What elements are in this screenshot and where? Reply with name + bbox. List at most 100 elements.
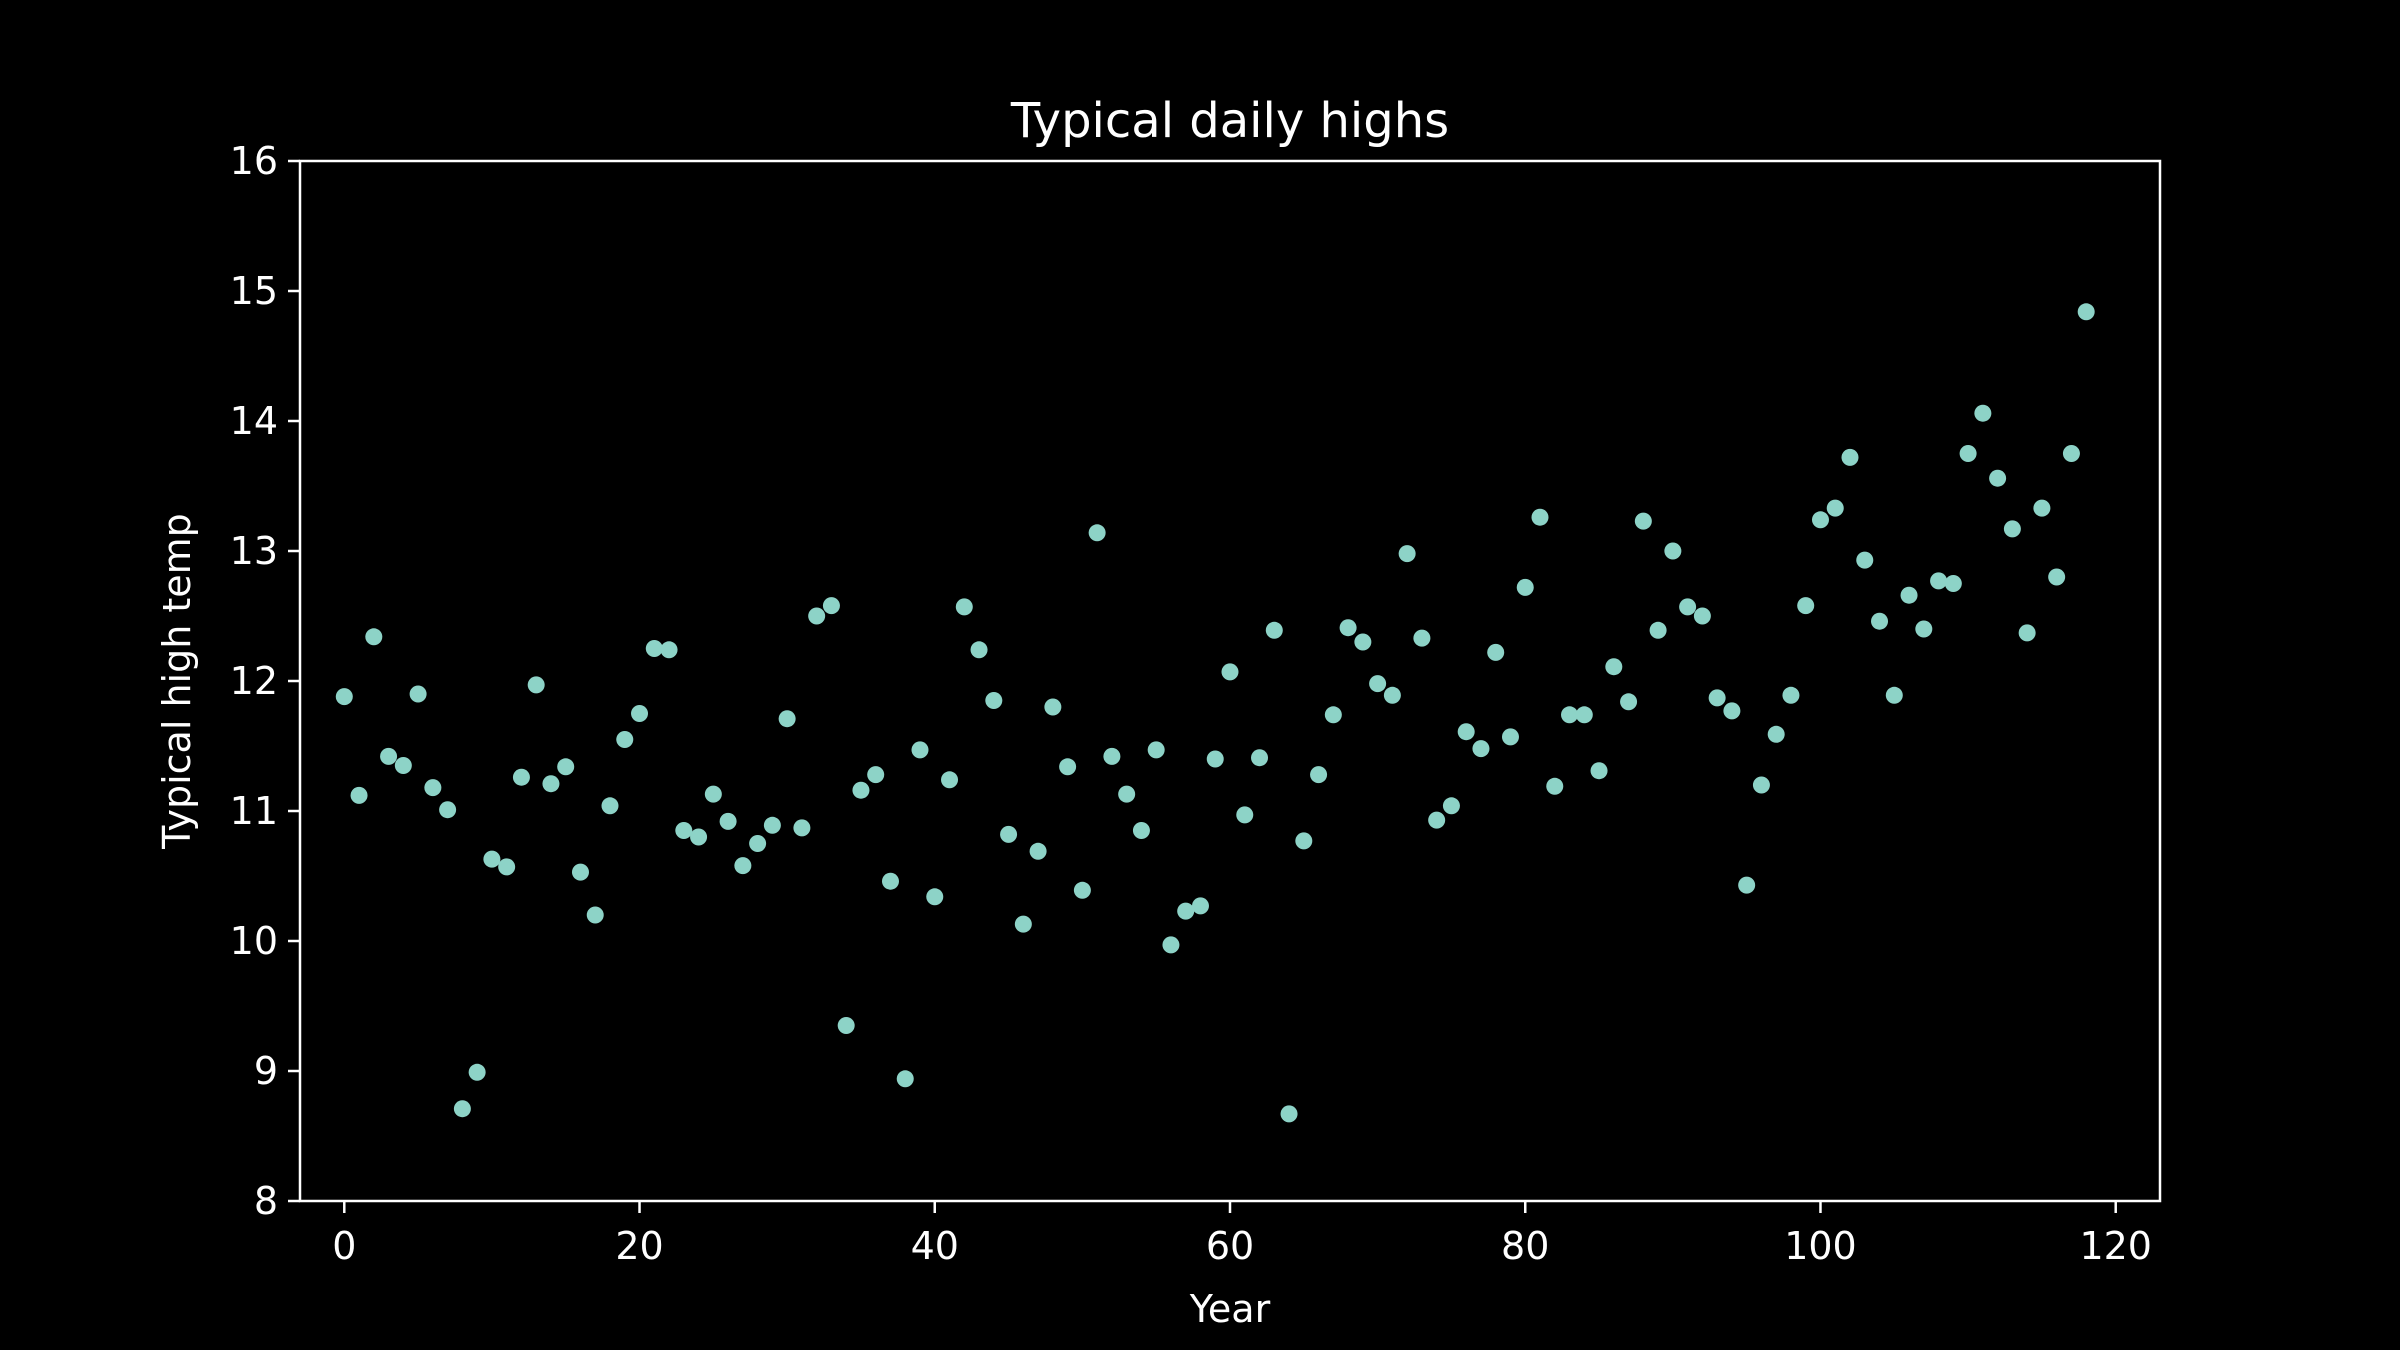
data-point [2062, 445, 2080, 462]
data-point [719, 812, 737, 830]
data-point [1324, 706, 1342, 724]
data-point [1856, 551, 1874, 569]
data-point [970, 641, 988, 659]
data-point [867, 766, 885, 784]
y-tick-label: 15 [230, 269, 278, 313]
data-point [1280, 1105, 1298, 1123]
y-tick-label: 14 [230, 399, 278, 443]
data-point [1782, 686, 1800, 704]
data-point [542, 775, 560, 793]
data-point [2003, 520, 2021, 538]
data-point [690, 828, 708, 846]
data-point [1147, 741, 1165, 759]
data-point [778, 710, 796, 728]
data-point [380, 747, 398, 765]
data-point [822, 597, 840, 615]
data-point [1752, 776, 1770, 794]
data-point [1900, 586, 1918, 604]
data-point [1501, 728, 1519, 746]
y-tick-label: 16 [230, 139, 278, 183]
data-point [1472, 740, 1490, 758]
data-point [1738, 876, 1756, 894]
data-point [1457, 723, 1475, 741]
x-tick-label: 120 [2079, 1224, 2152, 1268]
data-point [660, 641, 678, 659]
data-point [1531, 508, 1549, 526]
data-point [468, 1063, 486, 1081]
data-point [1442, 797, 1460, 815]
data-point [1767, 725, 1785, 743]
data-point [631, 705, 649, 722]
y-axis-label: Typical high temp [155, 513, 199, 850]
data-point [808, 607, 826, 625]
data-point [439, 801, 457, 819]
data-point [571, 863, 589, 881]
data-point [1206, 750, 1224, 768]
data-point [1944, 575, 1962, 592]
data-point [734, 857, 752, 875]
chart-title: Typical daily highs [1010, 93, 1449, 149]
data-point [394, 757, 412, 774]
data-point [881, 872, 899, 890]
data-point [1915, 620, 1933, 638]
data-point [2033, 499, 2051, 517]
y-tick-label: 8 [254, 1179, 278, 1223]
data-point [527, 676, 545, 694]
data-point [1369, 675, 1387, 693]
data-point [1118, 785, 1136, 803]
data-point [837, 1017, 855, 1034]
data-point [1826, 499, 1844, 517]
data-point [955, 598, 973, 616]
data-point [763, 816, 781, 834]
y-tick-label: 11 [230, 789, 278, 833]
x-tick-label: 60 [1206, 1224, 1254, 1268]
data-point [1649, 621, 1667, 639]
points-layer [335, 303, 2095, 1123]
data-point [896, 1070, 914, 1088]
data-point [1693, 607, 1711, 625]
x-tick-label: 80 [1501, 1224, 1549, 1268]
data-point [1398, 545, 1416, 563]
x-tick-label: 40 [911, 1224, 959, 1268]
data-point [1561, 706, 1579, 724]
y-tick-label: 13 [230, 529, 278, 573]
data-point [1251, 749, 1269, 767]
data-point [1162, 936, 1180, 954]
data-point [1428, 811, 1446, 829]
data-point [1000, 825, 1018, 843]
data-point [1930, 572, 1948, 590]
data-point [1339, 619, 1357, 637]
x-axis-label: Year [1189, 1287, 1271, 1331]
data-point [1974, 404, 1992, 422]
data-point [1044, 698, 1062, 716]
x-tick-label: 20 [615, 1224, 663, 1268]
data-point [2077, 303, 2095, 321]
y-tick-label: 9 [254, 1049, 278, 1093]
data-point [1679, 598, 1697, 616]
data-point [1516, 578, 1534, 596]
data-point [1413, 629, 1431, 647]
data-point [1014, 915, 1032, 933]
data-point [941, 771, 959, 789]
data-point [1487, 643, 1505, 661]
data-point [1590, 762, 1608, 780]
data-point [1383, 686, 1401, 704]
data-point [911, 741, 929, 759]
data-point [1575, 706, 1593, 724]
data-point [409, 685, 427, 703]
data-point [2018, 624, 2036, 642]
data-point [335, 688, 353, 706]
data-point [453, 1100, 471, 1118]
data-point [1310, 766, 1328, 784]
data-point [1708, 689, 1726, 707]
data-point [1265, 621, 1283, 639]
data-point [483, 850, 501, 868]
data-point [1634, 512, 1652, 530]
data-point [1029, 842, 1047, 860]
data-point [645, 640, 663, 657]
data-point [1295, 832, 1313, 850]
data-point [601, 797, 619, 815]
y-tick-label: 12 [230, 659, 278, 703]
data-point [557, 758, 575, 776]
